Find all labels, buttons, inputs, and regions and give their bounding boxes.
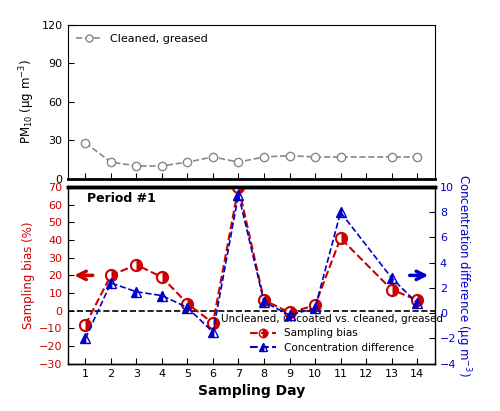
- Legend: Sampling bias, Concentration difference: Sampling bias, Concentration difference: [217, 310, 448, 357]
- Y-axis label: Concentration difference (μg m$^{-3}$): Concentration difference (μg m$^{-3}$): [454, 174, 473, 377]
- Legend: Cleaned, greased: Cleaned, greased: [73, 30, 211, 47]
- Text: Period #1: Period #1: [86, 192, 156, 206]
- X-axis label: Sampling Day: Sampling Day: [198, 384, 305, 398]
- Y-axis label: PM$_{10}$ (μg m$^{-3}$): PM$_{10}$ (μg m$^{-3}$): [18, 59, 38, 144]
- Y-axis label: Sampling bias (%): Sampling bias (%): [22, 222, 35, 329]
